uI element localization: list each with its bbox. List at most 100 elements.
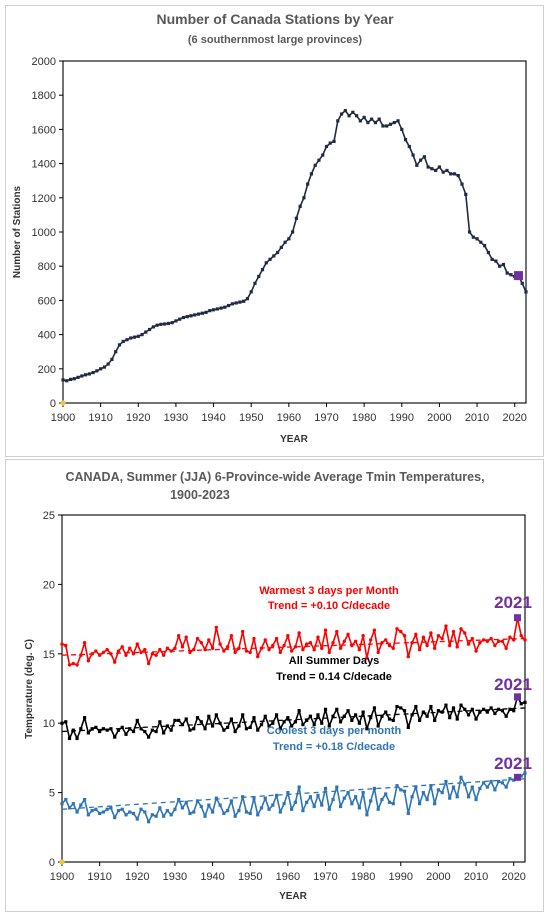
stations-point: [351, 110, 355, 114]
x-tick-label: 1940: [200, 871, 224, 883]
warm-point: [425, 643, 429, 648]
warm-point: [448, 643, 452, 648]
cool-point: [237, 809, 241, 813]
all-point: [444, 703, 448, 707]
all-point: [474, 717, 478, 721]
stations-point: [381, 124, 385, 128]
all-point: [150, 728, 154, 732]
stations-point: [193, 313, 197, 317]
warm-point: [286, 634, 290, 638]
warm-point: [391, 646, 395, 650]
warm-annotation-trend: Trend = +0.10 C/decade: [268, 600, 390, 612]
warm-point: [67, 663, 72, 667]
cool-point: [131, 811, 136, 816]
all-point: [229, 717, 233, 721]
cool-point: [519, 774, 523, 778]
stations-point: [208, 309, 212, 313]
plot-area: [62, 60, 527, 404]
stations-point: [392, 120, 396, 125]
stations-point: [144, 330, 148, 334]
warm-point: [131, 652, 136, 656]
stations-point: [490, 257, 494, 261]
stations-point: [343, 108, 347, 113]
all-point: [203, 727, 207, 731]
x-tick-label: 1970: [314, 412, 338, 424]
cool-point: [177, 797, 181, 802]
cool-point: [323, 786, 328, 791]
stations-point: [275, 250, 280, 255]
stations-point: [287, 237, 291, 241]
all-point: [244, 727, 249, 731]
warm-point: [143, 647, 147, 652]
stations-point: [434, 168, 438, 173]
cool-point: [120, 807, 124, 811]
cool-point: [128, 810, 132, 814]
warm-point: [267, 647, 271, 652]
y-tick-label: 1800: [32, 90, 56, 102]
stations-point: [110, 357, 114, 361]
cool-point: [135, 817, 139, 821]
cool-point: [384, 792, 388, 796]
stations-point: [324, 144, 329, 149]
stations-point: [121, 339, 125, 344]
cool-point: [470, 785, 474, 789]
warm-point: [399, 629, 403, 634]
cool-point: [71, 802, 75, 806]
all-point: [165, 724, 169, 728]
all-point: [331, 714, 335, 718]
warm-point: [86, 659, 91, 663]
warm-point: [256, 654, 260, 659]
cool-point: [444, 779, 448, 784]
warm-point: [402, 634, 407, 638]
warm-point: [466, 642, 471, 646]
stations-point: [407, 144, 411, 149]
stations-point: [129, 336, 133, 340]
all-point: [493, 711, 497, 716]
x-tick-label: 1970: [313, 871, 337, 883]
cool-series-line: [61, 772, 526, 823]
cool-point: [124, 813, 128, 817]
cool-point: [233, 814, 237, 818]
warm-point: [195, 636, 200, 641]
warm-point: [485, 639, 490, 644]
stations-point: [302, 196, 306, 200]
cool-point: [162, 814, 166, 818]
all-point: [478, 710, 482, 714]
cool-point: [297, 785, 301, 789]
all-point: [395, 704, 399, 709]
stations-point: [185, 315, 189, 319]
warm-point: [237, 646, 241, 650]
warm-point: [417, 647, 422, 652]
all-point: [146, 735, 151, 739]
x-tick-label: 1930: [163, 871, 187, 883]
cool-point: [113, 815, 117, 820]
all-point: [120, 725, 124, 729]
stations-point: [260, 268, 265, 272]
x-tick-label: 1990: [389, 871, 413, 883]
all-point: [94, 725, 98, 729]
all-point: [459, 703, 463, 707]
x-tick-label: 1930: [164, 412, 188, 424]
warm-point: [421, 635, 426, 639]
warm-point: [199, 640, 203, 645]
all-point: [436, 709, 441, 713]
cool-point: [406, 811, 410, 816]
warm-point: [203, 647, 207, 652]
warm-point: [165, 646, 170, 650]
cool-point: [350, 802, 354, 806]
stations-point: [441, 170, 445, 174]
cool-point: [301, 809, 305, 813]
all-point: [199, 720, 203, 724]
cool-point: [293, 800, 297, 804]
cool-point: [248, 811, 252, 816]
stations-point: [99, 367, 103, 371]
all-point: [86, 731, 90, 735]
cool-point: [98, 811, 102, 816]
all-point: [451, 706, 456, 710]
cool-point: [116, 809, 121, 813]
stations-point: [291, 230, 295, 234]
all-point: [297, 709, 301, 713]
x-tick-label: 2010: [465, 412, 489, 424]
cool-point: [203, 814, 207, 818]
stations-point: [373, 120, 378, 125]
